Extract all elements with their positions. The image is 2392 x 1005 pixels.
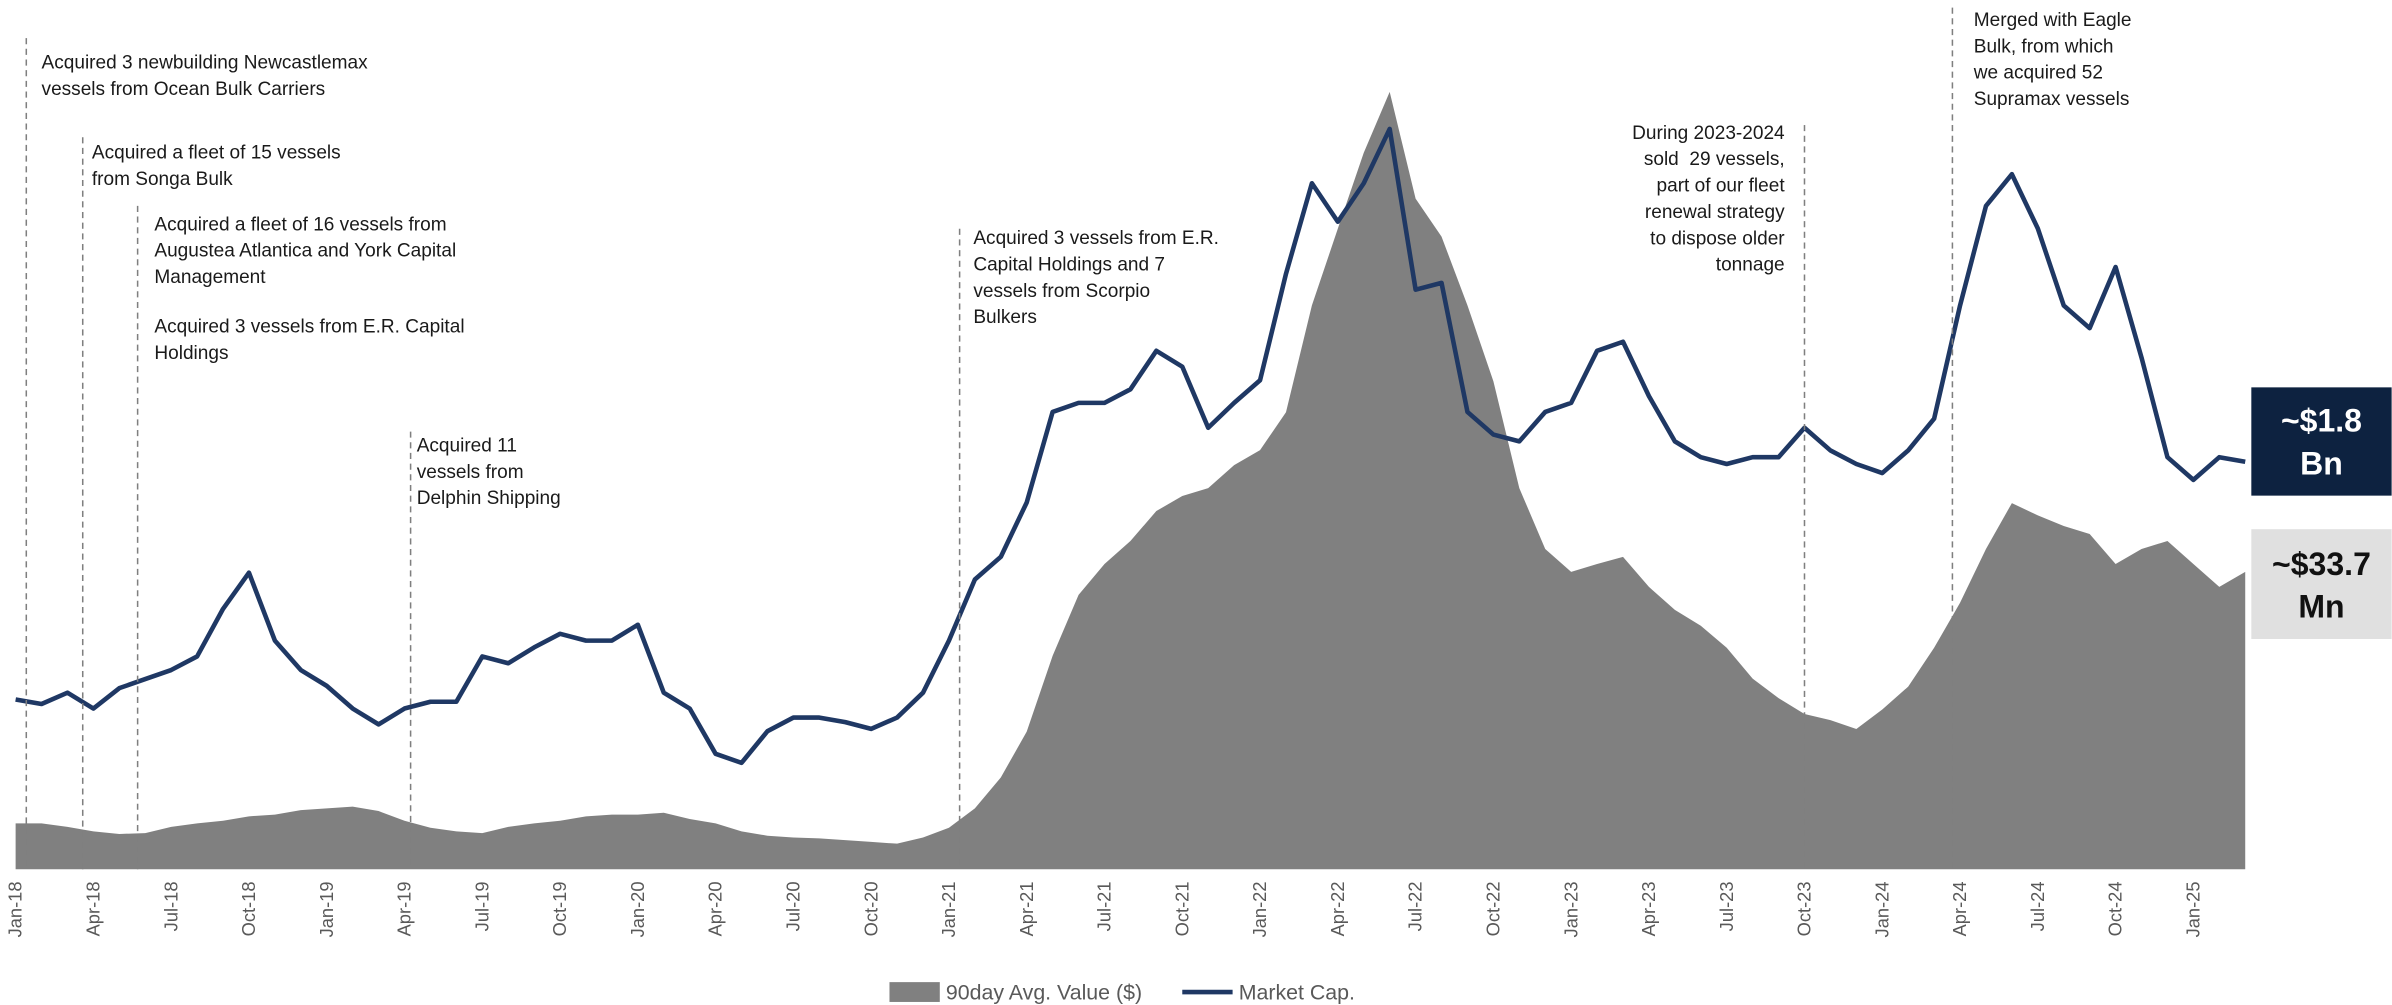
legend-swatch	[889, 982, 940, 1002]
x-tick-label: Jan-20	[627, 881, 648, 937]
annotation-text: Acquired 3 vessels from E.R.	[973, 228, 1219, 249]
x-tick-label: Jan-25	[2182, 881, 2203, 937]
x-tick-label: Jan-19	[316, 881, 337, 937]
annotation-text: Merged with Eagle	[1974, 10, 2132, 31]
avg-value-box	[2251, 529, 2392, 639]
annotation-text: vessels from Scorpio	[973, 281, 1150, 302]
x-tick-label: Jul-23	[1716, 881, 1737, 931]
annotation-text: vessels from	[417, 462, 524, 483]
x-tick-label: Jan-18	[5, 881, 26, 937]
x-tick-label: Jul-22	[1405, 881, 1426, 931]
x-tick-label: Oct-22	[1482, 881, 1503, 936]
annotation-text: Bulkers	[973, 307, 1037, 328]
annotation-text: Bulk, from which	[1974, 36, 2114, 57]
annotation-text: Supramax vessels	[1974, 89, 2130, 110]
annotation-text: tonnage	[1716, 255, 1785, 276]
legend-label: Market Cap.	[1239, 981, 1355, 1005]
annotation-text: Acquired 3 newbuilding Newcastlemax	[42, 53, 369, 74]
annotation-text: Delphin Shipping	[417, 488, 561, 509]
x-tick-label: Apr-23	[1638, 881, 1659, 936]
market-cap-box	[2251, 387, 2392, 496]
annotation-text: Acquired a fleet of 16 vessels from	[154, 214, 446, 235]
annotation-text: During 2023-2024	[1632, 123, 1785, 144]
x-tick-label: Apr-20	[705, 881, 726, 936]
annotation-text: to dispose older	[1650, 228, 1785, 249]
x-tick-label: Oct-18	[238, 881, 259, 936]
x-tick-label: Jan-24	[1871, 881, 1892, 937]
line	[15, 126, 2246, 766]
annotation-text: Acquired 11	[417, 435, 517, 456]
area	[15, 91, 2246, 870]
annotation-text: from Songa Bulk	[92, 169, 233, 190]
x-tick-label: Apr-22	[1327, 881, 1348, 936]
x-tick-label: Apr-21	[1016, 881, 1037, 936]
x-tick-label: Apr-19	[394, 881, 415, 936]
legend-label: 90day Avg. Value ($)	[946, 981, 1142, 1005]
annotation-text: renewal strategy	[1645, 202, 1785, 223]
annotation-text: we acquired 52	[1973, 63, 2103, 84]
annotation-text: Holdings	[154, 343, 228, 364]
x-tick-label: Apr-24	[1949, 881, 1970, 936]
x-tick-label: Oct-23	[1794, 881, 1815, 936]
x-tick-label: Jan-21	[938, 881, 959, 937]
x-tick-label: Apr-18	[82, 881, 103, 936]
annotation-text: Capital Holdings and 7	[973, 254, 1165, 275]
annotation-text: sold 29 vessels,	[1644, 149, 1785, 170]
annotation-text: Acquired a fleet of 15 vessels	[92, 143, 341, 164]
annotation-text: vessels from Ocean Bulk Carriers	[42, 79, 326, 100]
annotation-text: Augustea Atlantica and York Capital	[154, 241, 456, 262]
x-tick-label: Oct-19	[549, 881, 570, 936]
annotation-text: Acquired 3 vessels from E.R. Capital	[154, 316, 464, 337]
x-tick-label: Jan-22	[1249, 881, 1270, 937]
x-tick-label: Oct-20	[860, 881, 881, 936]
x-tick-label: Jul-20	[782, 881, 803, 931]
avg-value-label: ~$33.7	[2272, 546, 2371, 582]
x-tick-label: Jul-19	[471, 881, 492, 931]
avg-value-label: Mn	[2298, 589, 2344, 625]
x-tick-label: Jan-23	[1560, 881, 1581, 937]
x-tick-label: Oct-21	[1171, 881, 1192, 936]
x-tick-label: Jul-18	[160, 881, 181, 931]
market-cap-label: Bn	[2300, 445, 2343, 481]
x-tick-label: Jul-21	[1094, 881, 1115, 931]
annotation-text: Management	[154, 267, 266, 288]
x-tick-label: Oct-24	[2105, 881, 2126, 936]
x-tick-label: Jul-24	[2027, 881, 2048, 931]
market-cap-label: ~$1.8	[2281, 403, 2362, 439]
annotation-text: part of our fleet	[1657, 176, 1786, 197]
